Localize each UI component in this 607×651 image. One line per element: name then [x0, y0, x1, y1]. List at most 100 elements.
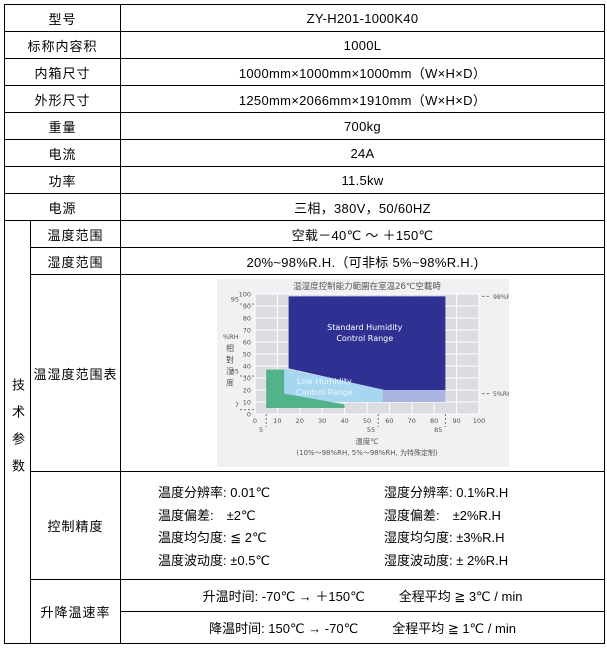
- spec-row-outer-size: 外形尺寸 1250mm×2066mm×1910mm（W×H×D）: [5, 86, 604, 113]
- spec-label: 外形尺寸: [5, 86, 121, 112]
- tech-params-vertical-label: 技术参数: [10, 378, 25, 486]
- svg-text:%RH: %RH: [223, 333, 239, 341]
- spec-row-control-accuracy: 控制精度 温度分辨率: 0.01℃ 湿度分辨率: 0.1%R.H 温度偏差: ±…: [31, 472, 604, 580]
- spec-row-supply: 电源 三相，380V，50/60HZ: [5, 194, 604, 221]
- tech-params-side-cell: 技术参数: [5, 221, 31, 643]
- svg-text:50: 50: [242, 351, 250, 359]
- accuracy-line: 温度偏差: ±2℃ 湿度偏差: ±2%R.H: [121, 505, 604, 524]
- special-low-humidity-strip: [382, 388, 445, 402]
- svg-text:湿: 湿: [226, 367, 234, 376]
- svg-text:5%RH: 5%RH: [493, 391, 509, 398]
- svg-text:90: 90: [452, 417, 460, 425]
- spec-value: 700kg: [344, 118, 381, 134]
- svg-text:Control Range: Control Range: [296, 388, 353, 397]
- spec-value: 1000mm×1000mm×1000mm（W×H×D）: [238, 65, 487, 81]
- temp-fluctuation: 温度波动度: ±0.5℃: [158, 553, 271, 569]
- svg-text:50: 50: [362, 417, 370, 425]
- svg-text:0: 0: [246, 411, 250, 419]
- humidity-chart-svg: Standard Humidity Control Range Low Humidi…: [223, 281, 516, 457]
- svg-text:對: 對: [226, 355, 234, 365]
- technical-parameters-section: 技术参数 温度范围 空载－40℃ ～ ＋150℃ 湿度范围 20%~98%R.H…: [5, 221, 604, 643]
- cool-down-time: 降温时间: 150℃ → -70℃: [209, 621, 359, 636]
- spec-value: 三相，380V，50/60HZ: [294, 200, 431, 216]
- spec-row-temp-range: 温度范围 空载－40℃ ～ ＋150℃: [31, 221, 604, 248]
- accuracy-line: 温度均匀度: ≦ 2℃ 湿度均匀度: ±3%R.H: [121, 527, 604, 546]
- cool-down-average: 全程平均 ≧ 1℃ / min: [392, 621, 516, 636]
- svg-text:10: 10: [242, 399, 250, 407]
- spec-row-weight: 重量 700kg: [5, 113, 604, 140]
- spec-label: 功率: [5, 167, 121, 193]
- ramp-rate-values: 升温时间: -70℃ → ＋150℃ 全程平均 ≧ 3℃ / min 降温时间:…: [121, 580, 604, 643]
- svg-text:Control Range: Control Range: [336, 334, 393, 343]
- svg-text:相: 相: [226, 343, 234, 353]
- spec-label: 升降温速率: [31, 580, 121, 643]
- spec-row-inner-size: 内箱尺寸 1000mm×1000mm×1000mm（W×H×D）: [5, 59, 604, 86]
- spec-row-power: 功率 11.5kw: [5, 167, 604, 194]
- svg-text:Low Humidity: Low Humidity: [297, 377, 352, 386]
- svg-text:20: 20: [295, 417, 303, 425]
- svg-text:5: 5: [259, 426, 263, 434]
- heat-up-average: 全程平均 ≧ 3℃ / min: [398, 589, 523, 604]
- spec-row-current: 电流 24A: [5, 140, 604, 167]
- special-option-green-range: [265, 369, 345, 408]
- svg-text:度: 度: [226, 378, 234, 388]
- svg-text:温湿度控制能力範圍在室温26℃空載時: 温湿度控制能力範圍在室温26℃空載時: [293, 281, 441, 292]
- low-humidity-control-range: [272, 369, 383, 402]
- spec-row-humidity-chart: 温湿度范围表 Standard Humidity Control Range Low…: [31, 275, 604, 472]
- humidity-resolution: 湿度分辨率: 0.1%R.H: [384, 484, 509, 500]
- spec-table: 型号 ZY-H201-1000K40 标称内容积 1000L 内箱尺寸 1000…: [4, 4, 605, 644]
- humidity-chart-cell: Standard Humidity Control Range Low Humidi…: [121, 275, 604, 471]
- svg-text:40: 40: [340, 417, 348, 425]
- spec-value: 1250mm×2066mm×1910mm（W×H×D）: [238, 92, 487, 108]
- humidity-range-chart: Standard Humidity Control Range Low Humidi…: [216, 279, 516, 467]
- spec-label: 电流: [5, 140, 121, 166]
- svg-text:30: 30: [242, 375, 250, 383]
- svg-text:80: 80: [430, 417, 438, 425]
- svg-text:100: 100: [238, 291, 250, 299]
- spec-label: 重量: [5, 113, 121, 139]
- svg-text:80: 80: [242, 315, 250, 323]
- spec-label: 电源: [5, 194, 121, 220]
- temp-deviation: 温度偏差: ±2℃: [158, 507, 256, 523]
- spec-row-model: 型号 ZY-H201-1000K40: [5, 5, 604, 32]
- spec-value: 空载－40℃ ～ ＋150℃: [291, 227, 434, 243]
- heat-up-line: 升温时间: -70℃ → ＋150℃ 全程平均 ≧ 3℃ / min: [121, 580, 604, 612]
- svg-text:85: 85: [434, 426, 442, 434]
- humidity-uniformity: 湿度均匀度: ±3%R.H: [384, 530, 505, 546]
- spec-label: 温度范围: [31, 221, 121, 247]
- svg-text:40: 40: [242, 363, 250, 371]
- svg-text:20: 20: [242, 387, 250, 395]
- svg-text:70: 70: [242, 327, 250, 335]
- svg-text:98%RH: 98%RH: [493, 294, 509, 301]
- temp-uniformity: 温度均匀度: ≦ 2℃: [158, 530, 267, 546]
- spec-row-volume: 标称内容积 1000L: [5, 32, 604, 59]
- svg-text:55: 55: [366, 426, 374, 434]
- spec-label: 型号: [5, 5, 121, 31]
- svg-text:30: 30: [318, 417, 326, 425]
- svg-text:35: 35: [230, 368, 238, 376]
- humidity-fluctuation: 湿度波动度: ± 2%R.H: [384, 553, 509, 569]
- cool-down-line: 降温时间: 150℃ → -70℃ 全程平均 ≧ 1℃ / min: [121, 612, 604, 643]
- spec-label: 温湿度范围表: [31, 275, 121, 471]
- spec-value: 11.5kw: [341, 172, 384, 188]
- spec-row-ramp-rate: 升降温速率 升温时间: -70℃ → ＋150℃ 全程平均 ≧ 3℃ / min…: [31, 580, 604, 643]
- svg-text:(10%～98%RH, 5%～98%RH, 为特殊定制): (10%～98%RH, 5%～98%RH, 为特殊定制): [296, 448, 438, 457]
- control-accuracy-values: 温度分辨率: 0.01℃ 湿度分辨率: 0.1%R.H 温度偏差: ±2℃ 湿度…: [121, 472, 604, 579]
- svg-text:10: 10: [273, 417, 281, 425]
- spec-label: 标称内容积: [5, 32, 121, 58]
- svg-text:95: 95: [230, 296, 238, 304]
- spec-label: 内箱尺寸: [5, 59, 121, 85]
- accuracy-line: 温度波动度: ±0.5℃ 湿度波动度: ± 2%R.H: [121, 550, 604, 569]
- svg-text:60: 60: [385, 417, 393, 425]
- svg-text:Standard Humidity: Standard Humidity: [327, 323, 402, 332]
- svg-text:100: 100: [472, 417, 484, 425]
- heat-up-time: 升温时间: -70℃ → ＋150℃: [202, 589, 365, 604]
- spec-row-humidity-range: 湿度范围 20%~98%R.H.（可非标 5%~98%R.H.): [31, 248, 604, 275]
- svg-text:0: 0: [252, 417, 256, 425]
- spec-value: ZY-H201-1000K40: [306, 10, 419, 26]
- spec-value: 20%~98%R.H.（可非标 5%~98%R.H.): [246, 254, 479, 270]
- temp-resolution: 温度分辨率: 0.01℃: [158, 484, 271, 500]
- spec-label: 湿度范围: [31, 248, 121, 274]
- spec-value: 24A: [350, 145, 375, 161]
- accuracy-line: 温度分辨率: 0.01℃ 湿度分辨率: 0.1%R.H: [121, 482, 604, 501]
